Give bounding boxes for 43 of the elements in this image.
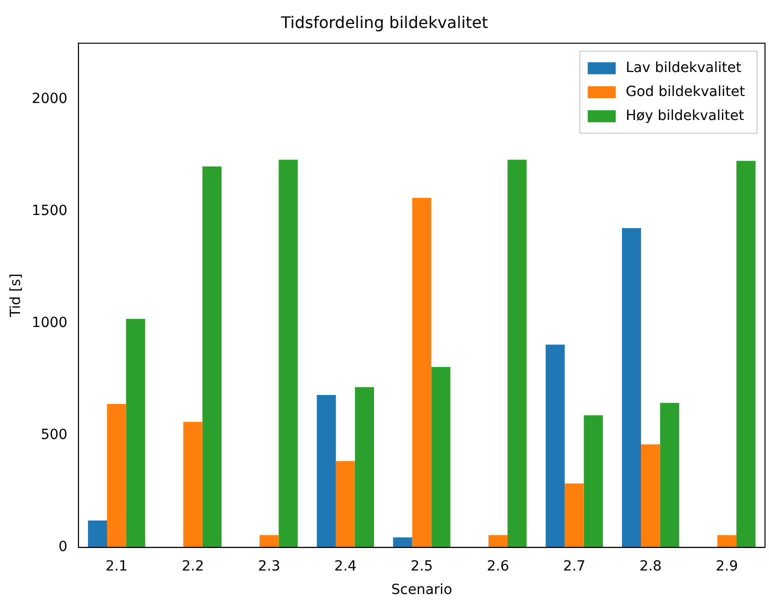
bar (736, 160, 756, 548)
bar (393, 537, 412, 548)
y-tick-label: 2000 (32, 90, 68, 107)
x-tick-label: 2.3 (258, 558, 280, 574)
x-tick-label: 2.7 (563, 558, 586, 574)
x-tick-label: 2.2 (182, 558, 204, 574)
bar (412, 198, 432, 548)
bar (260, 535, 279, 548)
bar (622, 228, 642, 548)
bar (316, 395, 336, 548)
bar (107, 404, 126, 548)
bar (564, 484, 584, 548)
y-axis-title: Tid [s] (8, 274, 24, 318)
x-axis-title: Scenario (391, 582, 452, 598)
bar (717, 535, 736, 548)
y-tick-label: 1500 (32, 202, 68, 219)
bar (641, 444, 660, 548)
bar (126, 318, 146, 548)
bar (431, 367, 450, 548)
legend-label: Høy bildekvalitet (626, 108, 745, 124)
chart-title: Tidsfordeling bildekvalitet (280, 12, 488, 32)
y-tick-label: 500 (40, 426, 68, 443)
legend-label: God bildekvalitet (626, 84, 746, 100)
x-tick-label: 2.1 (105, 558, 128, 574)
x-tick-label: 2.4 (334, 558, 357, 574)
bar (202, 166, 222, 548)
y-tick-label: 0 (58, 539, 68, 556)
x-tick-label: 2.5 (410, 558, 433, 574)
bar (354, 387, 374, 548)
x-tick-label: 2.6 (486, 558, 510, 574)
x-tick-label: 2.8 (639, 558, 662, 574)
bar (88, 520, 108, 548)
x-tick-label: 2.9 (716, 558, 738, 574)
legend-label: Lav bildekvalitet (626, 60, 742, 76)
bar (488, 535, 508, 548)
bar (546, 344, 565, 548)
bar (508, 160, 527, 548)
bar (336, 461, 355, 548)
bar (660, 402, 680, 548)
bar (183, 422, 202, 548)
y-tick-label: 1000 (32, 314, 68, 331)
bar (278, 160, 298, 548)
bar (584, 415, 603, 548)
